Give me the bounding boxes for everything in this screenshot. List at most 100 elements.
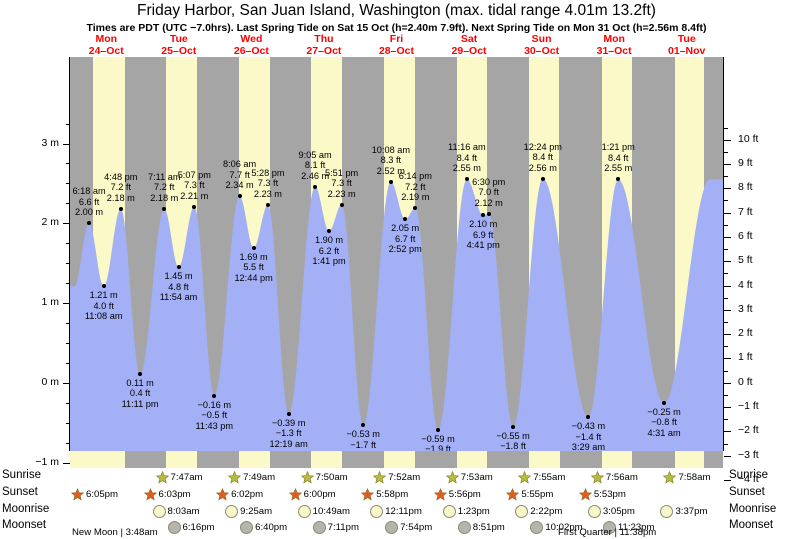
tide-label-ft: 7.3 ft [184, 180, 205, 190]
tide-point-27 [662, 400, 667, 405]
y-minortick-left [66, 322, 70, 324]
moonrise-circle-icon [225, 505, 239, 518]
low-tide-label-7: −0.16 m −0.5 ft 11:43 pm [172, 400, 256, 432]
tide-label-m: 2.52 m [376, 165, 405, 176]
astro-time-text: 8:03am [167, 506, 200, 517]
moonrise-circle-icon [370, 505, 384, 518]
night-strip-5 [486, 451, 530, 468]
astro-time-text: 6:16pm [182, 522, 215, 533]
tide-label-m: −0.43 m [571, 421, 606, 432]
sunrise-star-icon [228, 471, 242, 484]
tide-label-ft: 8.4 ft [532, 152, 554, 163]
astro-cell-moonrise-7: 3:05pm [587, 505, 635, 518]
astro-time-text: 10:49am [312, 506, 350, 517]
tide-label-time: 3:29 am [571, 442, 605, 451]
astro-row-label-left-sunset: Sunset [2, 486, 38, 498]
tide-label-ft: 5.5 ft [243, 262, 264, 273]
astro-time-text: 7:47am [170, 472, 203, 483]
astro-cell-sunset-1: 6:03pm [143, 488, 191, 501]
day-header-dow: Tue [677, 33, 696, 45]
tide-label-m: 1.21 m [89, 290, 118, 301]
moon-phase-caption-1: First Quarter | 11:38pm [558, 527, 657, 538]
y-label-right-13: −3 ft [738, 448, 759, 461]
moonset-circle-icon [240, 521, 254, 534]
y-label-right-6: 4 ft [738, 278, 753, 291]
tide-label-time: 6:30 pm [472, 176, 506, 187]
day-header-dow: Wed [240, 33, 263, 45]
y-label-left-4: −1 m [35, 455, 59, 468]
day-header-dow: Mon [95, 33, 118, 45]
y-minortick-left [66, 402, 70, 404]
tide-label-time: 1:21 pm [601, 142, 635, 153]
sunrise-star-icon [445, 471, 459, 484]
tide-label-ft: 7.2 ft [110, 182, 131, 193]
tide-label-time: 5:51 pm [325, 167, 359, 178]
y-minortick-right [724, 297, 728, 299]
moonset-circle-icon [312, 521, 326, 534]
astro-time-text: 11:23pm [617, 522, 655, 533]
tide-label-ft: 7.2 ft [154, 182, 175, 193]
tide-label-time: 10:08 am [371, 144, 410, 155]
y-minortick-left [66, 163, 70, 165]
low-tide-label-11: −0.39 m −1.3 ft 12:19 am [247, 418, 331, 450]
tide-point-2 [118, 206, 123, 211]
y-label-left-1: 2 m [41, 216, 59, 229]
astro-time-text: 5:53pm [593, 489, 626, 500]
y-tick-right-9 [724, 358, 731, 360]
tide-point-21 [481, 213, 486, 218]
tide-point-10 [265, 202, 270, 207]
y-label-right-1: 9 ft [738, 156, 753, 169]
astro-cell-sunset-3: 6:00pm [288, 488, 336, 501]
y-tick-left-1 [63, 223, 70, 225]
y-label-right-12: −2 ft [738, 424, 759, 437]
astro-time-text: 7:53am [460, 472, 493, 483]
day-header-8: Tue 01–Nov [650, 33, 723, 57]
high-tide-label-12: 9:05 am 8.1 ft 2.46 m [273, 150, 357, 182]
night-strip-8 [704, 451, 723, 468]
y-label-right-8: 2 ft [738, 327, 753, 340]
tide-label-m: 2.23 m [253, 188, 282, 199]
tide-label-m: 0.11 m [126, 377, 154, 388]
day-header-date: 28–Oct [378, 45, 414, 57]
day-header-dow: Thu [314, 33, 334, 45]
day-header-date: 25–Oct [161, 45, 197, 57]
moonrise-circle-icon [297, 505, 311, 518]
high-tide-label-2: 4:48 pm 7.2 ft 2.18 m [79, 172, 163, 204]
sunset-star-icon [578, 488, 592, 501]
astro-cell-sunrise-6: 7:55am [518, 471, 565, 484]
tide-label-time: 7:11 am [147, 171, 181, 182]
y-tick-left-3 [63, 382, 70, 384]
tide-label-time: 11:08 am [84, 311, 123, 322]
tide-point-14 [339, 202, 344, 207]
y-label-right-11: −1 ft [738, 400, 759, 413]
tide-label-time: 4:48 pm [104, 171, 138, 182]
astro-row-label-right-sunset: Sunset [729, 486, 765, 498]
tide-point-15 [361, 423, 366, 428]
low-tide-label-9: 1.69 m 5.5 ft 12:44 pm [212, 252, 296, 284]
astro-time-text: 7:52am [388, 472, 421, 483]
tide-point-9 [251, 245, 256, 250]
tide-label-ft: −1.3 ft [275, 428, 302, 439]
y-minortick-left [66, 243, 70, 245]
astro-time-text: 9:25am [240, 506, 273, 517]
sunset-star-icon [361, 488, 375, 501]
moonrise-circle-icon [587, 505, 601, 518]
tide-label-ft: 6.9 ft [472, 229, 494, 240]
tide-label-ft: 7.3 ft [331, 178, 352, 189]
sunset-star-icon [433, 488, 447, 501]
tide-label-time: 12:24 pm [523, 141, 562, 152]
y-tick-right-12 [724, 431, 731, 433]
tide-point-22 [486, 211, 491, 216]
y-tick-right-6 [724, 285, 731, 287]
y-tick-right-3 [724, 212, 731, 214]
y-tick-left-0 [63, 143, 70, 145]
page-title: Friday Harbor, San Juan Island, Washingt… [137, 2, 656, 19]
high-tide-label-22: 6:30 pm 7.0 ft 2.12 m [447, 177, 531, 209]
low-tide-label-5: 1.45 m 4.8 ft 11:54 am [137, 271, 221, 303]
y-tick-right-5 [724, 261, 731, 263]
high-tide-label-6: 5:07 pm 7.3 ft 2.21 m [152, 170, 236, 202]
day-header-date: 29–Oct [451, 45, 487, 57]
y-minortick-right [724, 200, 728, 202]
y-tick-right-11 [724, 407, 731, 409]
